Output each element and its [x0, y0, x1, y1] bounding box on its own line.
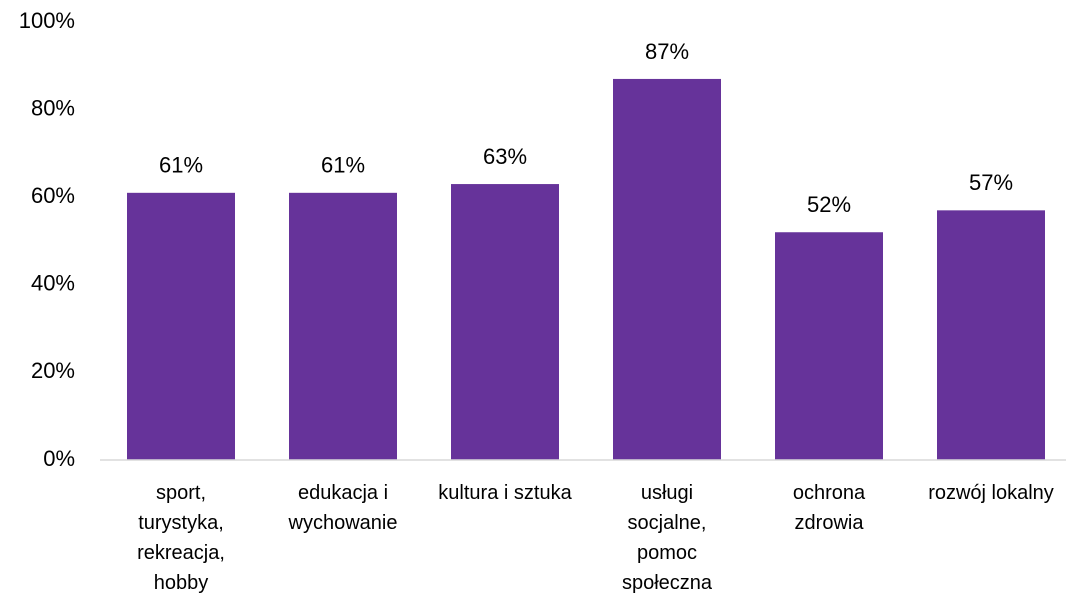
bar [775, 232, 883, 460]
x-tick-label: kultura i sztuka [438, 482, 572, 504]
bar [127, 192, 235, 460]
bar [451, 184, 559, 460]
bar [937, 210, 1045, 460]
x-tick-label: edukacja i wychowanie [288, 482, 398, 534]
bar [289, 192, 397, 460]
value-label: 61% [159, 153, 203, 178]
y-tick-label: 40% [31, 271, 75, 296]
value-label: 52% [807, 192, 851, 217]
y-tick-label: 100% [19, 8, 75, 33]
x-tick-label: sport, turystyka, rekreacja, hobby [137, 482, 225, 594]
y-tick-label: 60% [31, 183, 75, 208]
x-tick-label: usługi socjalne, pomoc społeczna [621, 482, 713, 594]
value-label: 63% [483, 144, 527, 169]
value-label: 57% [969, 170, 1013, 195]
value-label: 61% [321, 153, 365, 178]
y-tick-label: 0% [43, 446, 75, 471]
x-tick-label: rozwój lokalny [928, 482, 1054, 504]
y-tick-label: 80% [31, 95, 75, 120]
x-tick-label: ochrona zdrowia [792, 482, 866, 534]
y-tick-label: 20% [31, 358, 75, 383]
value-label: 87% [645, 39, 689, 64]
bar [613, 78, 721, 460]
